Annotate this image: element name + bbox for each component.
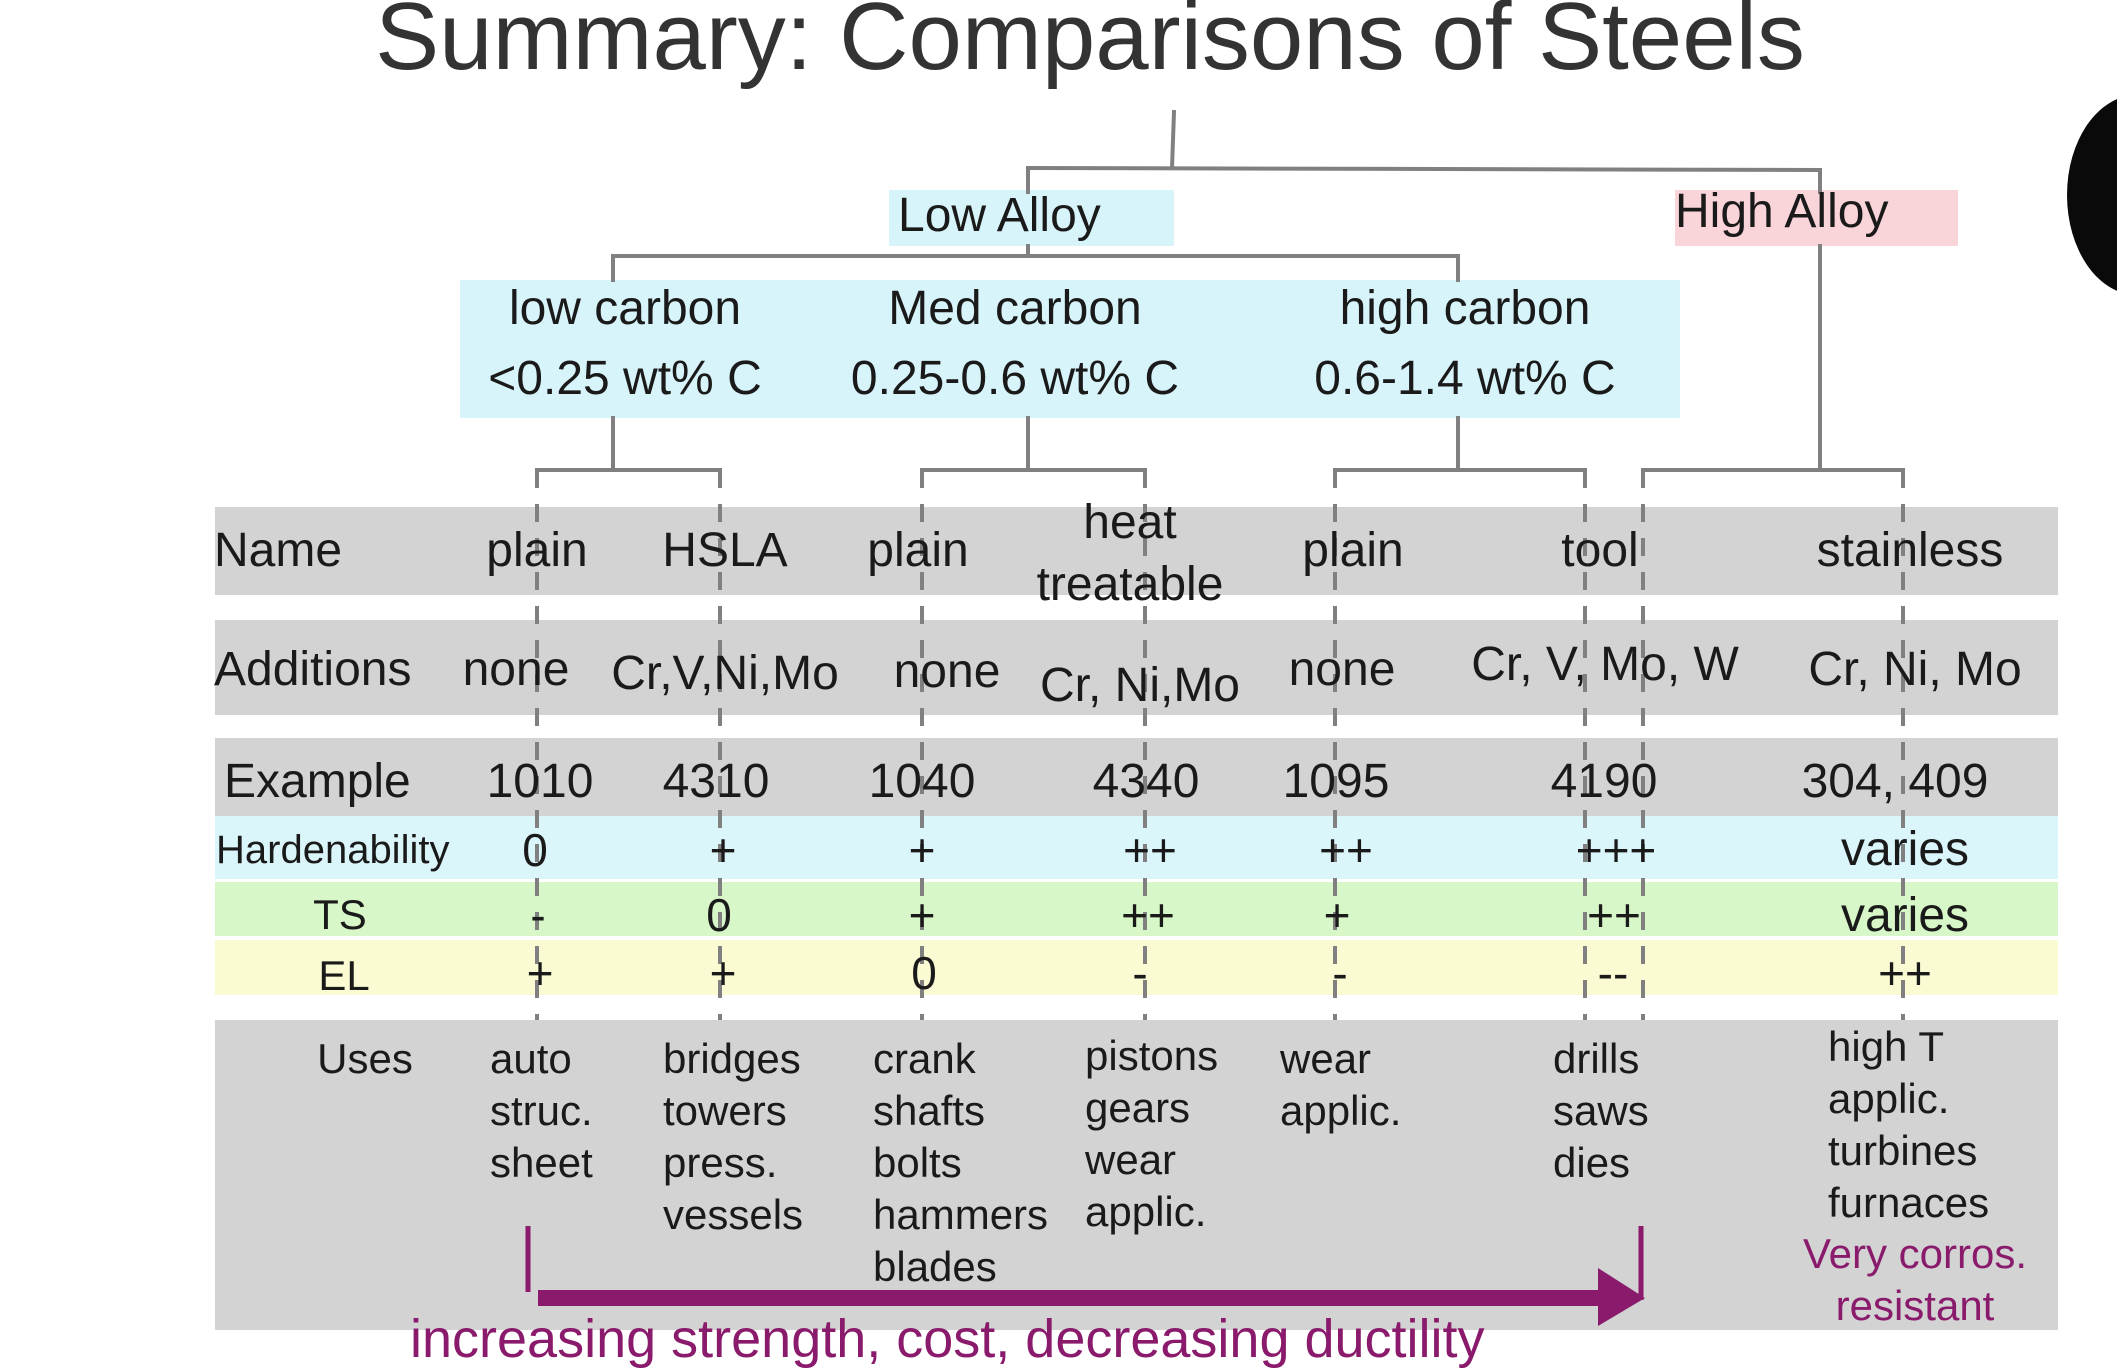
row-label-uses: Uses (317, 1035, 413, 1082)
low-alloy-label: Low Alloy (898, 189, 1101, 242)
name-tool: tool (1561, 524, 1639, 577)
ts-3: ++ (1121, 889, 1175, 941)
el-row-band (215, 940, 2058, 995)
uses-tool: drills saws dies (1553, 1035, 1649, 1186)
el-0: + (526, 947, 554, 999)
low-alloy-highlight (889, 190, 1174, 246)
additions-plain-med: none (893, 645, 1001, 698)
stainless-note: Very corros. resistant (1802, 1230, 2028, 1329)
tree-trunk (1169, 109, 1177, 171)
el-4: - (1332, 947, 1348, 999)
uses-stainless: high T applic. turbines furnaces (1828, 1023, 1990, 1226)
carbon-name-low: low carbon (508, 282, 742, 335)
name-plain-med: plain (867, 524, 969, 577)
additions-tool: Cr, V, Mo, W (1471, 638, 1739, 691)
ts-0: - (530, 889, 546, 941)
ts-row-band (215, 882, 2058, 936)
additions-hsla: Cr,V,Ni,Mo (611, 647, 839, 700)
ts-5: ++ (1587, 889, 1641, 941)
name-row-band (215, 507, 2058, 595)
example-1010: 1010 (486, 755, 594, 808)
row-label-name: Name (214, 524, 343, 577)
name-stainless: stainless (1816, 524, 2004, 577)
additions-stainless: Cr, Ni, Mo (1808, 643, 2022, 696)
uses-plain-low: auto struc. sheet (490, 1035, 593, 1186)
example-4190: 4190 (1550, 755, 1658, 808)
hardenability-3: ++ (1123, 824, 1177, 876)
uses-plain-high: wear applic. (1280, 1035, 1402, 1134)
example-row-band (215, 738, 2058, 816)
page-title: Summary: Comparisons of Steels (375, 0, 1805, 90)
carbon-range-low: <0.25 wt% C (488, 352, 762, 405)
ts-1: 0 (706, 889, 732, 941)
ts-6: varies (1840, 889, 1970, 942)
hardenability-row-band (215, 816, 2058, 879)
hardenability-0: 0 (522, 824, 548, 876)
example-4310: 4310 (662, 755, 770, 808)
name-plain-low: plain (486, 524, 588, 577)
hardenability-4: ++ (1319, 824, 1373, 876)
uses-plain-med: crank shafts bolts hammers blades (873, 1035, 1049, 1290)
example-1040: 1040 (868, 755, 976, 808)
hardenability-6: varies (1840, 823, 1970, 876)
name-heat-treatable: heat treatable (1036, 496, 1224, 611)
row-label-el: EL (318, 952, 370, 999)
example-4340: 4340 (1092, 755, 1200, 808)
el-6: ++ (1878, 947, 1932, 999)
hardenability-5: +++ (1575, 824, 1657, 876)
tree-alloy-split (1025, 165, 1823, 173)
el-3: - (1132, 947, 1148, 999)
additions-plain-high: none (1288, 643, 1396, 696)
name-hsla: HSLA (662, 524, 788, 577)
hardenability-2: + (908, 824, 936, 876)
ts-2: + (908, 889, 936, 941)
el-1: + (709, 947, 737, 999)
trend-arrow (525, 1226, 1645, 1326)
carbon-range-med: 0.25-0.6 wt% C (850, 352, 1180, 405)
ts-4: + (1323, 889, 1351, 941)
carbon-highlight (460, 280, 1680, 418)
name-plain-high: plain (1302, 524, 1404, 577)
carbon-range-high: 0.6-1.4 wt% C (1314, 352, 1616, 405)
additions-heat-treatable: Cr, Ni,Mo (1039, 659, 1240, 712)
example-1095: 1095 (1282, 755, 1390, 808)
trend-caption: increasing strength, cost, decreasing du… (410, 1309, 1485, 1369)
additions-row-band (215, 620, 2058, 715)
el-2: 0 (911, 947, 937, 999)
example-stainless: 304, 409 (1801, 755, 1989, 808)
row-label-additions: Additions (214, 643, 412, 696)
carbon-name-med: Med carbon (888, 282, 1142, 335)
row-label-hardenability: Hardenability (216, 828, 450, 872)
high-alloy-highlight (1675, 190, 1958, 246)
high-alloy-label: High Alloy (1675, 185, 1889, 238)
hardenability-1: + (709, 824, 737, 876)
uses-hsla: bridges towers press. vessels (663, 1035, 804, 1238)
row-label-ts: TS (313, 891, 367, 938)
row-label-example: Example (224, 755, 411, 808)
carbon-name-high: high carbon (1339, 282, 1591, 335)
uses-heat-treatable: pistons gears wear applic. (1085, 1032, 1219, 1235)
el-5: -- (1597, 947, 1629, 999)
uses-row-band (215, 1020, 2058, 1330)
additions-plain-low: none (462, 643, 570, 696)
